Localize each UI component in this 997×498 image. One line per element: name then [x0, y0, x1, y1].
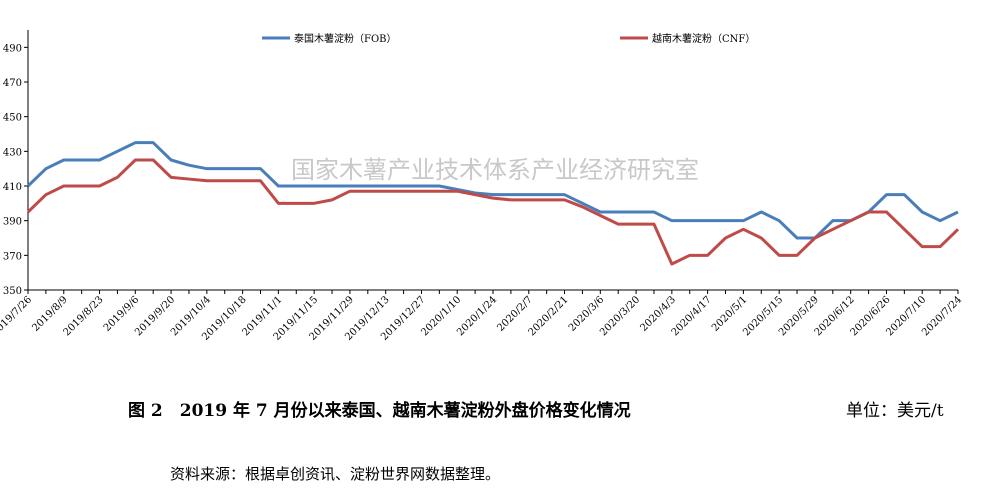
y-tick-label: 490 [3, 43, 22, 54]
y-tick-label: 370 [3, 251, 22, 262]
y-tick-label: 430 [3, 147, 22, 158]
source: 资料来源：根据卓创资讯、淀粉世界网数据整理。 [170, 465, 500, 483]
y-tick-label: 410 [3, 182, 22, 193]
x-tick-label: 2019/7/26 [0, 294, 34, 338]
y-tick-label: 350 [3, 286, 22, 297]
caption: 图 2 2019 年 7 月份以来泰国、越南木薯淀粉外盘价格变化情况 [128, 400, 631, 421]
unit: 单位：美元/t [846, 401, 944, 421]
y-tick-label: 470 [3, 78, 22, 89]
series-line [26, 141, 959, 240]
legend-label: 越南木薯淀粉（CNF） [652, 32, 755, 45]
y-tick-label: 450 [3, 113, 22, 124]
y-tick-label: 390 [3, 217, 22, 228]
legend-label: 泰国木薯淀粉（FOB） [294, 32, 397, 45]
series-line [26, 158, 960, 266]
watermark: 国家木薯产业技术体系产业经济研究室 [291, 156, 699, 184]
